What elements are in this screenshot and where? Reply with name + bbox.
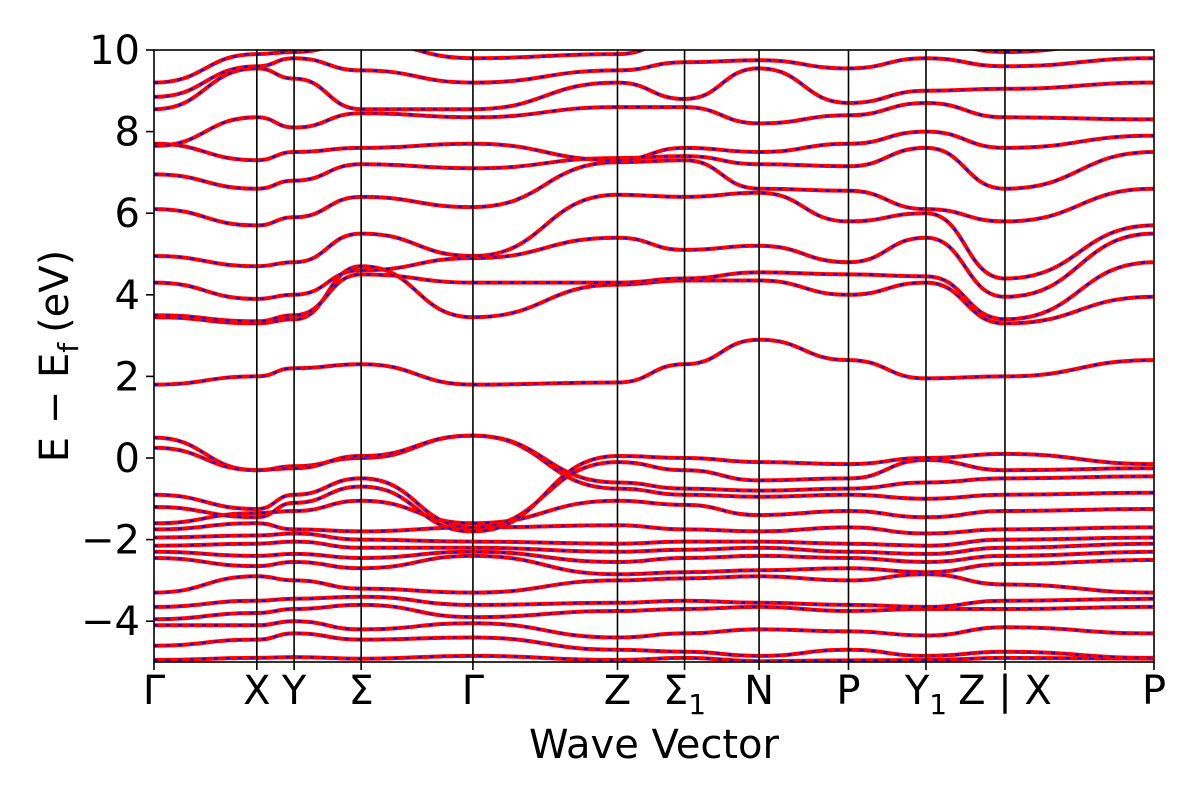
y-axis-title-sub: f [52, 342, 85, 353]
high-symmetry-lines [256, 50, 1006, 662]
band-overlay-10 [154, 532, 1154, 547]
band-line-5 [154, 594, 1154, 609]
band-line-26 [154, 66, 1154, 112]
bands-layer [154, 50, 1154, 662]
band-overlay-22 [154, 159, 1154, 227]
x-tick-label: Y [281, 668, 307, 714]
band-overlay-12 [154, 499, 1154, 525]
x-axis-ticks: Γ X Y Σ Γ Z Σ1 N P Y1 Z | X P [143, 662, 1166, 721]
y-tick-label: −2 [81, 518, 140, 564]
band-line-1 [154, 653, 1154, 662]
band-overlay-26 [154, 67, 1154, 111]
band-line-22 [154, 158, 1154, 228]
y-tick-label: −4 [81, 599, 140, 645]
band-overlay-27 [154, 57, 1154, 98]
band-line-21 [154, 190, 1154, 281]
y-axis-title-unit: (eV) [32, 250, 78, 333]
y-tick-label: 0 [115, 436, 140, 482]
y-tick-label: 10 [89, 28, 140, 74]
x-tick-label: Y1 [904, 668, 947, 721]
band-overlay-25 [154, 101, 1154, 147]
y-tick-label: 8 [115, 110, 140, 156]
x-tick-label: X [243, 668, 270, 714]
band-overlay-1 [154, 654, 1154, 662]
band-line-6 [154, 572, 1154, 595]
band-line-4 [154, 602, 1154, 622]
band-overlay-9 [154, 540, 1154, 555]
band-line-25 [154, 100, 1154, 148]
y-axis-title: E − Ef (eV) [32, 250, 85, 463]
band-overlay-21 [154, 191, 1154, 280]
y-tick-label: 2 [115, 354, 140, 400]
x-tick-label: Z | X [958, 668, 1052, 714]
y-axis-title-main: E − E [32, 353, 78, 463]
x-tick-label: Σ [349, 668, 374, 714]
band-overlay-5 [154, 595, 1154, 608]
band-overlay-14 [154, 434, 1154, 492]
band-overlay-2 [154, 632, 1154, 659]
x-tick-label: P [836, 668, 860, 714]
plot-frame [153, 49, 1155, 663]
x-axis-title: Wave Vector [529, 722, 780, 768]
band-line-14 [154, 433, 1154, 493]
x-tick-label: N [744, 668, 774, 714]
band-overlay-3 [154, 620, 1154, 639]
x-tick-label: Σ1 [663, 668, 706, 721]
band-overlay-7 [154, 554, 1154, 576]
x-tick-label: Γ [143, 668, 166, 714]
x-tick-label: Z [604, 668, 631, 714]
y-tick-label: 4 [115, 273, 140, 319]
band-overlay-18 [154, 265, 1154, 325]
band-line-20 [154, 231, 1154, 301]
y-tick-label: 6 [115, 191, 140, 237]
y-axis-ticks: −4 −2 0 2 4 6 8 10 [81, 28, 154, 645]
band-line-19 [154, 260, 1154, 324]
band-overlay-6 [154, 573, 1154, 594]
x-tick-label: P [1142, 668, 1166, 714]
x-tick-label: Γ [462, 668, 485, 714]
band-line-17 [154, 337, 1154, 387]
